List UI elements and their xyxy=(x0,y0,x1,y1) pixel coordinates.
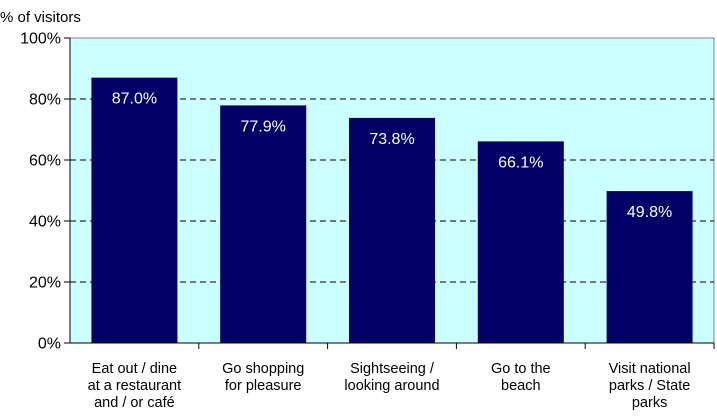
data-label: 49.8% xyxy=(627,204,672,221)
y-tick-label: 60% xyxy=(29,153,61,170)
category-label: Go to the beach xyxy=(491,361,551,394)
category-label: Sightseeing / looking around xyxy=(344,361,439,394)
category-labels: Eat out / dine at a restaurant and / or ca… xyxy=(88,361,691,411)
bar xyxy=(91,77,178,344)
category-label: Visit national parks / State parks xyxy=(609,361,691,411)
bar xyxy=(477,141,564,343)
data-labels: 87.0% 77.9% 73.8% 66.1% 49.8% xyxy=(112,91,673,221)
y-axis-title: % of visitors xyxy=(0,9,81,26)
bar xyxy=(606,191,693,343)
y-tick-label: 40% xyxy=(29,214,61,231)
bars xyxy=(91,77,693,344)
category-label: Eat out / dine at a restaurant and / or ca… xyxy=(88,361,182,411)
category-label: Go shopping for pleasure xyxy=(222,361,304,394)
y-tick-labels: 0% 20% 40% 60% 80% 100% xyxy=(20,31,61,353)
y-tick-label: 80% xyxy=(29,92,61,109)
y-tick-label: 20% xyxy=(29,275,61,292)
data-label: 77.9% xyxy=(241,118,286,135)
bar xyxy=(349,117,435,343)
axes xyxy=(64,37,715,349)
y-tick-label: 0% xyxy=(38,336,61,353)
bar xyxy=(220,105,307,343)
data-label: 73.8% xyxy=(369,131,414,148)
data-label: 66.1% xyxy=(498,154,543,171)
y-tick-label: 100% xyxy=(20,31,61,48)
data-label: 87.0% xyxy=(112,91,157,108)
